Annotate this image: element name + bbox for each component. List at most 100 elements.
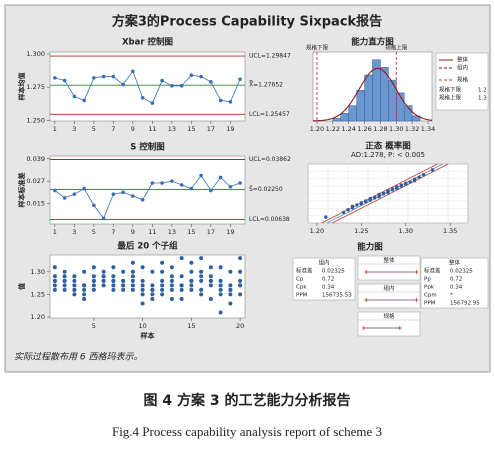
x-tick-label: 1.34 bbox=[421, 125, 435, 133]
data-point bbox=[72, 283, 77, 288]
data-point bbox=[421, 173, 426, 177]
data-point bbox=[189, 278, 194, 283]
data-point bbox=[101, 274, 106, 279]
stats-value: 156792.95 bbox=[450, 301, 480, 307]
stats-title: 组内 bbox=[318, 259, 329, 267]
interval-title: 规格 bbox=[383, 312, 395, 320]
x-tick-label: 3 bbox=[72, 228, 76, 236]
data-point bbox=[359, 201, 364, 205]
y-tick-label: 0.015 bbox=[26, 200, 45, 208]
y-tick-label: 1.275 bbox=[26, 83, 45, 91]
x-tick-label: 13 bbox=[168, 228, 176, 236]
data-point bbox=[121, 190, 125, 195]
spec-limit-label: 规格下限 bbox=[306, 44, 329, 52]
data-point bbox=[62, 274, 67, 279]
data-point bbox=[386, 188, 390, 193]
data-point bbox=[189, 73, 194, 78]
x-tick-label: 1.26 bbox=[357, 125, 371, 133]
interval-panel bbox=[357, 283, 421, 309]
data-point bbox=[91, 287, 96, 292]
data-point bbox=[150, 283, 155, 288]
data-point bbox=[111, 192, 116, 196]
stats-label: Cp bbox=[296, 277, 304, 283]
stats-value: * bbox=[450, 293, 453, 299]
data-point bbox=[228, 184, 233, 189]
y-tick-label: 0.027 bbox=[26, 177, 45, 185]
data-point bbox=[82, 98, 86, 103]
caption-cn: 图 4 方案 3 的工艺能力分析报告 bbox=[144, 392, 351, 409]
y-tick-label: 1.300 bbox=[26, 50, 45, 58]
data-point bbox=[169, 287, 174, 292]
x-tick-label: 9 bbox=[131, 125, 135, 133]
x-tick-label: 10 bbox=[138, 322, 146, 330]
data-point bbox=[209, 188, 213, 193]
data-point bbox=[140, 301, 145, 306]
data-point bbox=[341, 210, 346, 214]
data-point bbox=[140, 265, 145, 270]
x-tick-label: 5 bbox=[92, 322, 96, 330]
data-point bbox=[101, 216, 106, 221]
data-point bbox=[160, 269, 165, 274]
data-point bbox=[72, 278, 77, 283]
x-tick-label: 11 bbox=[148, 228, 156, 236]
stats-value: 0.34 bbox=[450, 285, 463, 291]
data-point bbox=[238, 181, 242, 185]
data-point bbox=[62, 269, 67, 274]
data-point bbox=[199, 274, 204, 279]
panel-title: 正态 概率图 bbox=[365, 141, 410, 152]
data-point bbox=[189, 287, 194, 292]
data-point bbox=[218, 98, 223, 103]
interval-end bbox=[397, 326, 402, 330]
data-point bbox=[52, 274, 57, 279]
stats-label: PPM bbox=[296, 293, 308, 299]
y-tick-label: 0.039 bbox=[26, 155, 45, 163]
x-tick-label: 15 bbox=[187, 228, 195, 236]
data-point bbox=[199, 269, 204, 274]
legend-label: 规格上限 bbox=[439, 94, 462, 102]
data-point bbox=[150, 292, 155, 297]
data-point bbox=[82, 287, 87, 292]
data-point bbox=[130, 260, 135, 265]
data-point bbox=[228, 301, 233, 306]
data-point bbox=[417, 175, 421, 180]
x-tick-label: 19 bbox=[226, 125, 234, 133]
data-point bbox=[121, 269, 126, 274]
data-point bbox=[189, 269, 194, 274]
data-point bbox=[324, 215, 328, 219]
data-point bbox=[160, 278, 165, 283]
histogram-bar bbox=[348, 105, 357, 122]
stats-value: 156735.53 bbox=[322, 293, 352, 299]
control-limit-label: UCL=1.29847 bbox=[249, 53, 291, 60]
stats-label: 标准差 bbox=[424, 267, 441, 275]
data-point bbox=[52, 278, 57, 283]
histogram-bar bbox=[388, 79, 397, 122]
x-tick-label: 1.30 bbox=[399, 227, 413, 235]
x-tick-label: 19 bbox=[226, 228, 234, 236]
data-point bbox=[169, 278, 174, 283]
interval-end bbox=[364, 270, 369, 274]
legend-box bbox=[435, 52, 489, 111]
data-point bbox=[111, 265, 116, 270]
report-title: 方案3的Process Capability Sixpack报告 bbox=[112, 14, 382, 30]
data-point bbox=[208, 274, 213, 279]
data-point bbox=[140, 283, 145, 288]
data-point bbox=[395, 185, 399, 189]
y-tick-label: 1.20 bbox=[31, 313, 45, 321]
data-point bbox=[121, 278, 126, 283]
data-point bbox=[218, 175, 223, 180]
stats-value: 0.72 bbox=[322, 277, 334, 283]
data-point bbox=[179, 183, 184, 187]
data-point bbox=[131, 69, 135, 74]
data-point bbox=[72, 274, 77, 279]
legend-value: 1.2 bbox=[478, 88, 487, 94]
interval-end bbox=[361, 326, 366, 330]
data-point bbox=[208, 265, 213, 270]
data-point bbox=[364, 199, 368, 203]
stats-label: PPM bbox=[424, 301, 436, 307]
data-point bbox=[111, 283, 116, 288]
fit-line bbox=[332, 163, 449, 224]
data-point bbox=[390, 187, 395, 191]
data-point bbox=[111, 278, 116, 283]
data-point bbox=[218, 310, 223, 315]
data-point bbox=[238, 283, 243, 288]
